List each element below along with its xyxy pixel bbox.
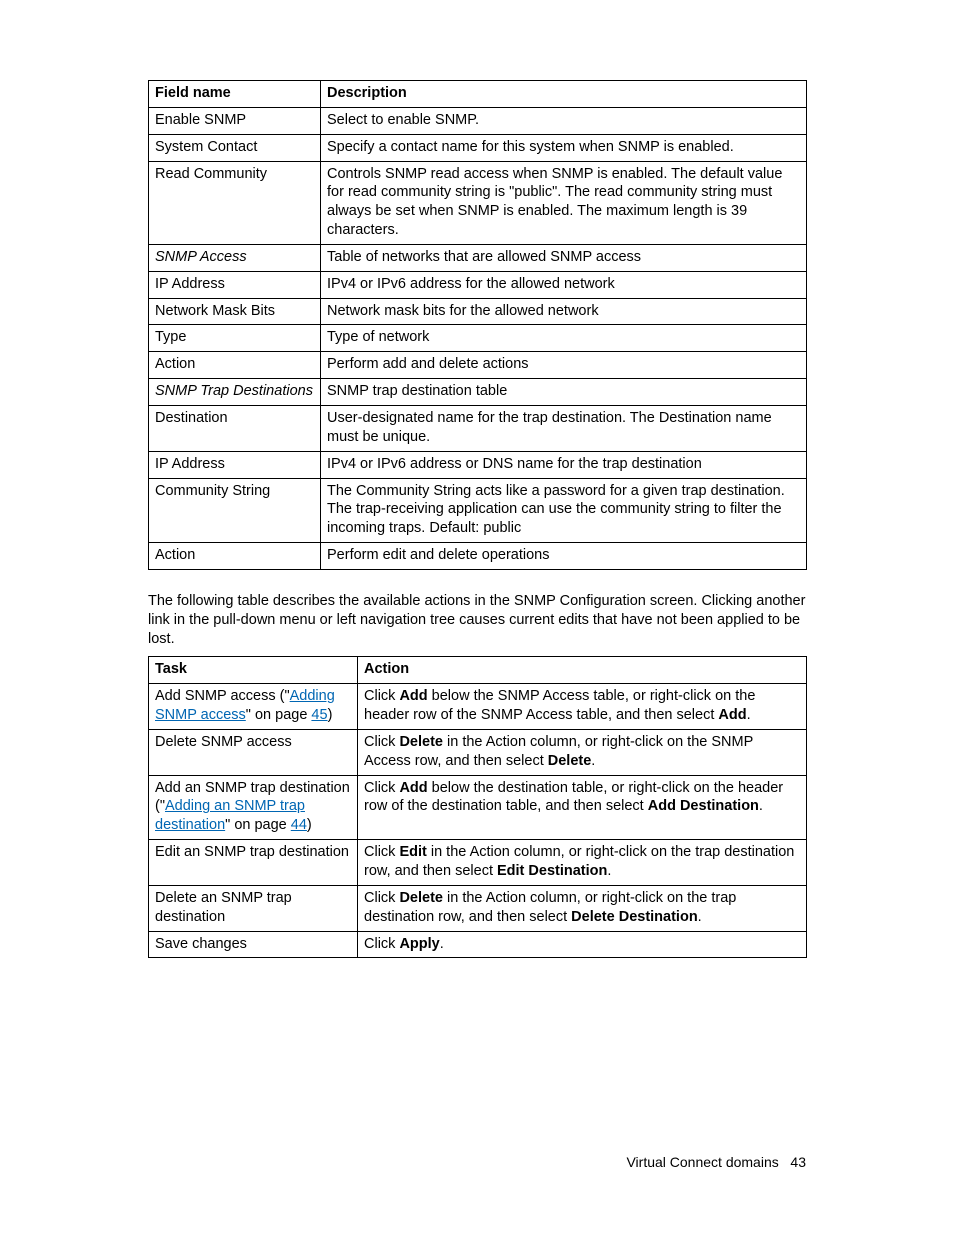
description-cell: Type of network (321, 325, 807, 352)
field-name-cell: SNMP Access (149, 244, 321, 271)
table-row: Add an SNMP trap destination ("Adding an… (149, 775, 807, 840)
table-row: DestinationUser-designated name for the … (149, 405, 807, 451)
action-cell: Click Apply. (358, 931, 807, 958)
field-name-cell: IP Address (149, 451, 321, 478)
description-cell: IPv4 or IPv6 address or DNS name for the… (321, 451, 807, 478)
column-header: Action (358, 657, 807, 684)
table-row: Edit an SNMP trap destination Click Edit… (149, 840, 807, 886)
task-cell: Add SNMP access ("Adding SNMP access" on… (149, 684, 358, 730)
action-cell: Click Edit in the Action column, or righ… (358, 840, 807, 886)
column-header: Field name (149, 81, 321, 108)
description-cell: Network mask bits for the allowed networ… (321, 298, 807, 325)
table-row: Read CommunityControls SNMP read access … (149, 161, 807, 244)
table-row: System ContactSpecify a contact name for… (149, 134, 807, 161)
description-cell: IPv4 or IPv6 address for the allowed net… (321, 271, 807, 298)
description-cell: Table of networks that are allowed SNMP … (321, 244, 807, 271)
table-row: Add SNMP access ("Adding SNMP access" on… (149, 684, 807, 730)
field-name-cell: Community String (149, 478, 321, 543)
table-row: Delete SNMP access Click Delete in the A… (149, 729, 807, 775)
description-cell: Perform add and delete actions (321, 352, 807, 379)
field-name-cell: System Contact (149, 134, 321, 161)
table-row: TypeType of network (149, 325, 807, 352)
fields-table: Field name Description Enable SNMPSelect… (148, 80, 807, 570)
task-cell: Delete an SNMP trap destination (149, 885, 358, 931)
table-header-row: Field name Description (149, 81, 807, 108)
table-row: ActionPerform edit and delete operations (149, 543, 807, 570)
page-ref-link[interactable]: 45 (311, 707, 327, 723)
field-name-cell: Destination (149, 405, 321, 451)
description-cell: Perform edit and delete operations (321, 543, 807, 570)
action-cell: Click Add below the destination table, o… (358, 775, 807, 840)
field-name-cell: Read Community (149, 161, 321, 244)
field-name-cell: Action (149, 352, 321, 379)
column-header: Description (321, 81, 807, 108)
field-name-cell: Enable SNMP (149, 107, 321, 134)
task-cell: Save changes (149, 931, 358, 958)
page-number: 43 (790, 1154, 806, 1170)
description-cell: The Community String acts like a passwor… (321, 478, 807, 543)
task-cell: Delete SNMP access (149, 729, 358, 775)
action-cell: Click Delete in the Action column, or ri… (358, 885, 807, 931)
intro-paragraph: The following table describes the availa… (148, 592, 807, 649)
table-row: Delete an SNMP trap destination Click De… (149, 885, 807, 931)
table-row: Network Mask BitsNetwork mask bits for t… (149, 298, 807, 325)
task-cell: Add an SNMP trap destination ("Adding an… (149, 775, 358, 840)
action-cell: Click Add below the SNMP Access table, o… (358, 684, 807, 730)
table-row: ActionPerform add and delete actions (149, 352, 807, 379)
table-row: Enable SNMPSelect to enable SNMP. (149, 107, 807, 134)
field-name-cell: Action (149, 543, 321, 570)
description-cell: Controls SNMP read access when SNMP is e… (321, 161, 807, 244)
description-cell: SNMP trap destination table (321, 379, 807, 406)
page-footer: Virtual Connect domains 43 (626, 1153, 806, 1171)
field-name-cell: Network Mask Bits (149, 298, 321, 325)
task-cell: Edit an SNMP trap destination (149, 840, 358, 886)
field-name-cell: IP Address (149, 271, 321, 298)
description-cell: User-designated name for the trap destin… (321, 405, 807, 451)
field-name-cell: SNMP Trap Destinations (149, 379, 321, 406)
description-cell: Select to enable SNMP. (321, 107, 807, 134)
table-row: SNMP Trap DestinationsSNMP trap destinat… (149, 379, 807, 406)
table-header-row: Task Action (149, 657, 807, 684)
description-cell: Specify a contact name for this system w… (321, 134, 807, 161)
footer-title: Virtual Connect domains (626, 1154, 778, 1170)
table-row: Community StringThe Community String act… (149, 478, 807, 543)
table-row: Save changes Click Apply. (149, 931, 807, 958)
field-name-cell: Type (149, 325, 321, 352)
table-row: IP AddressIPv4 or IPv6 address for the a… (149, 271, 807, 298)
action-cell: Click Delete in the Action column, or ri… (358, 729, 807, 775)
column-header: Task (149, 657, 358, 684)
table-row: IP AddressIPv4 or IPv6 address or DNS na… (149, 451, 807, 478)
table-row: SNMP AccessTable of networks that are al… (149, 244, 807, 271)
actions-table: Task Action Add SNMP access ("Adding SNM… (148, 656, 807, 958)
page-ref-link[interactable]: 44 (291, 817, 307, 833)
